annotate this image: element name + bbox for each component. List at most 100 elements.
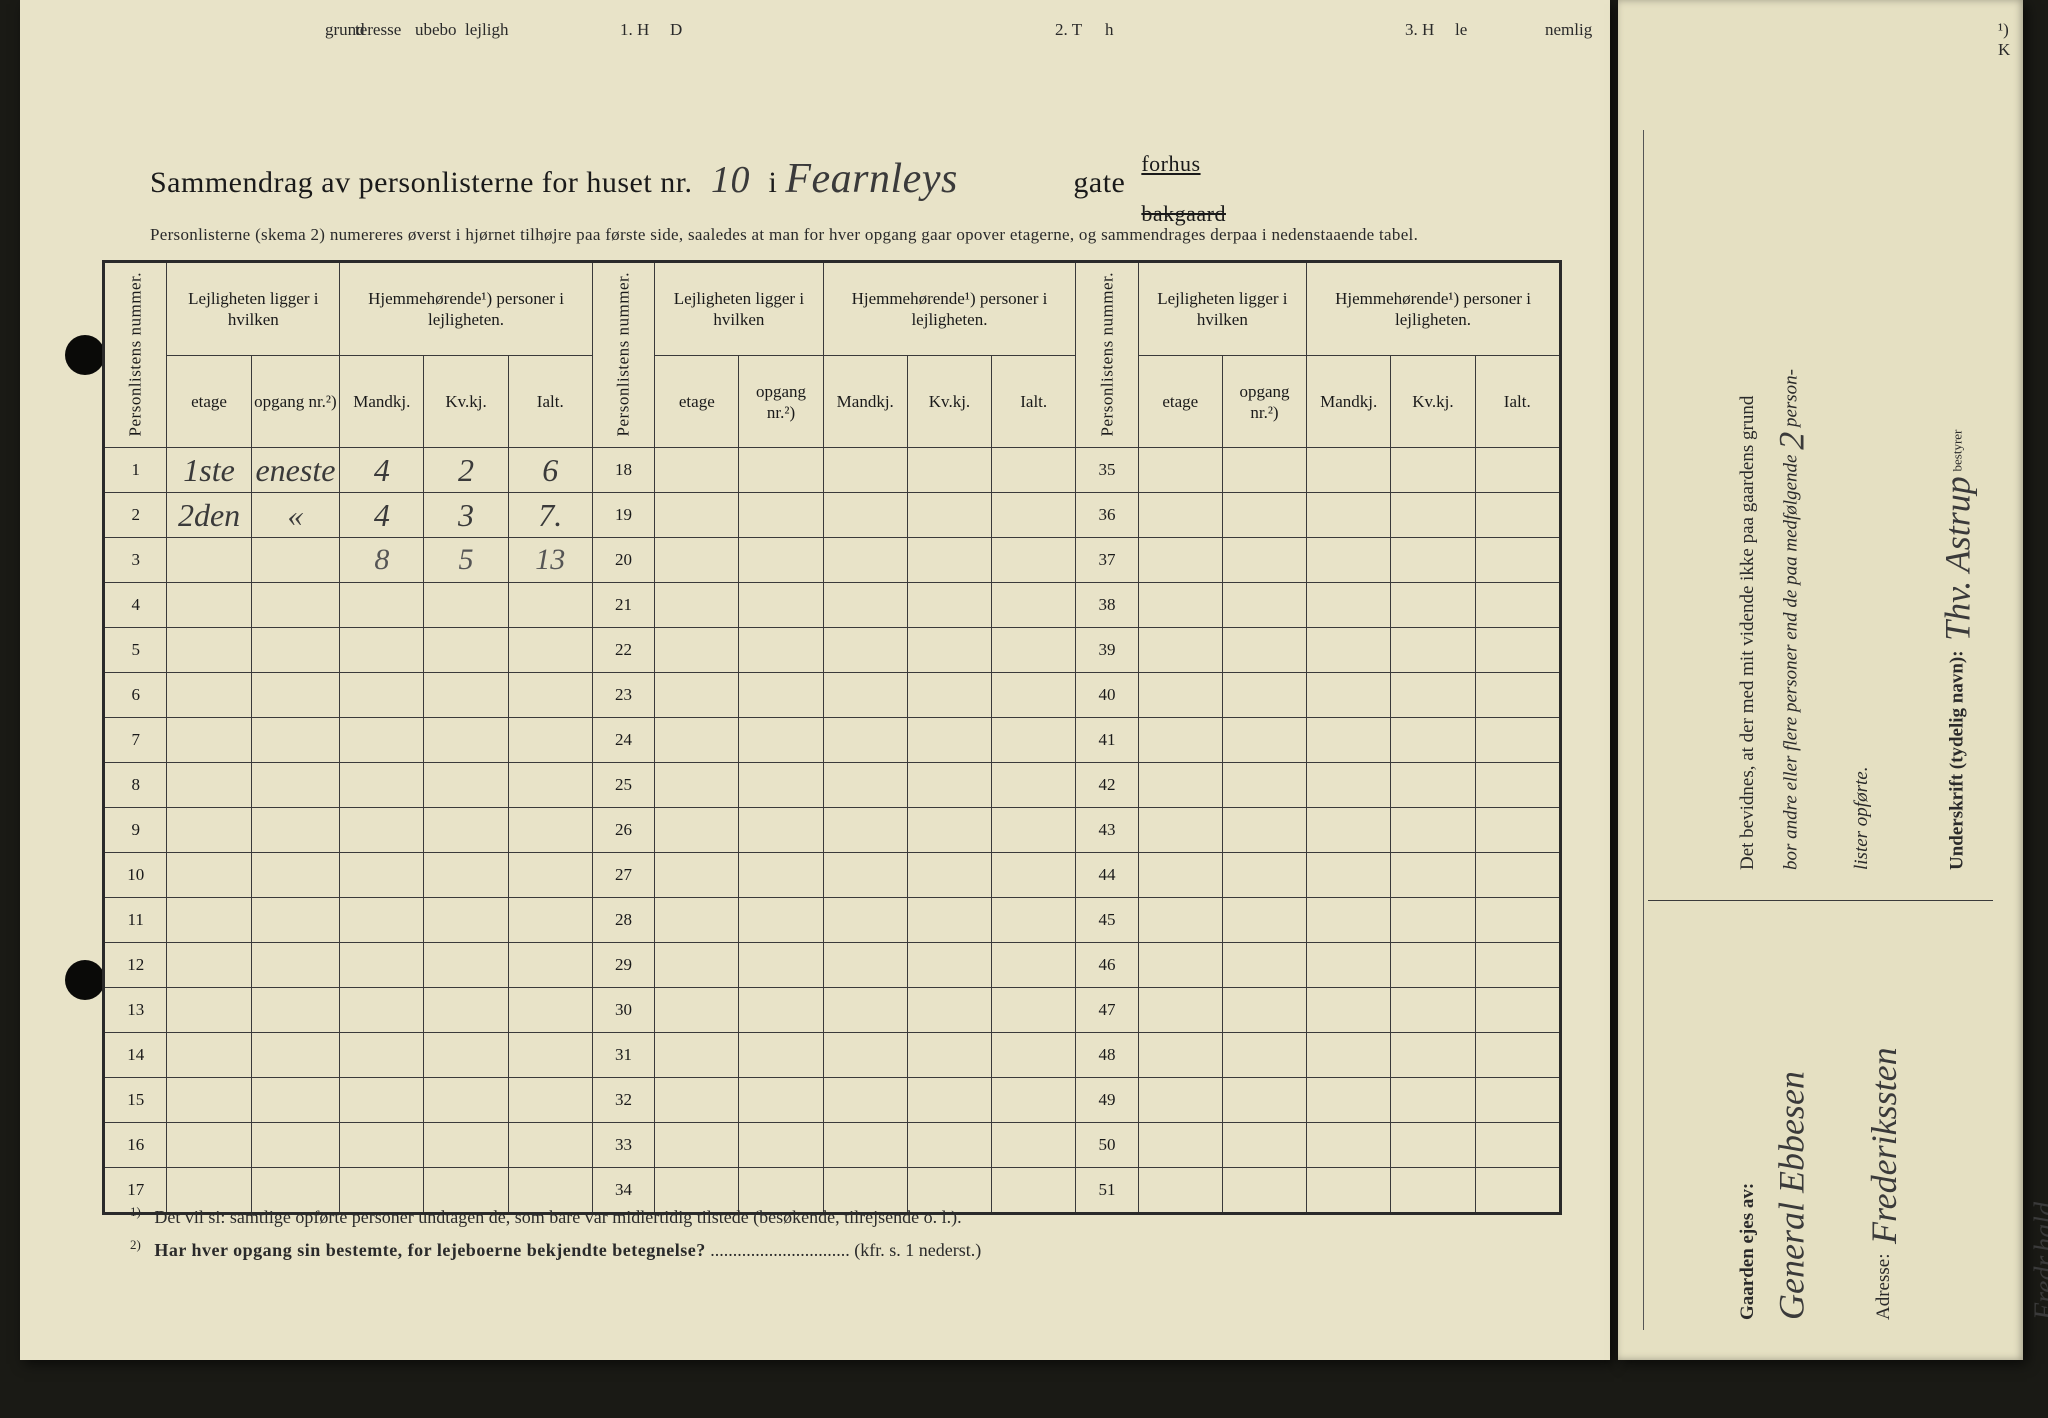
empty-cell	[1307, 853, 1391, 898]
cutoff-fragment: D	[670, 20, 682, 40]
hdr-ialt: Ialt.	[508, 356, 592, 448]
punch-hole	[65, 960, 105, 1000]
cell-mandkj: 8	[340, 538, 424, 583]
empty-cell	[823, 538, 907, 583]
row-num: 15	[104, 1078, 167, 1123]
empty-cell	[1307, 718, 1391, 763]
cell-mandkj: 4	[340, 448, 424, 493]
row-num: 40	[1076, 673, 1138, 718]
empty-cell	[739, 448, 823, 493]
cell-ialt: 6	[508, 448, 592, 493]
empty-cell	[1222, 673, 1306, 718]
cell-kvkj: 2	[424, 448, 508, 493]
cell-ialt	[508, 1123, 592, 1168]
empty-cell	[1391, 493, 1475, 538]
empty-cell	[992, 943, 1076, 988]
row-num: 26	[592, 808, 654, 853]
empty-cell	[823, 943, 907, 988]
cell-mandkj	[340, 898, 424, 943]
right-panel: ¹) K Det bevidnes, at der med mit vidend…	[1618, 0, 2023, 1360]
table-row: 143148	[104, 1033, 1561, 1078]
row-num: 43	[1076, 808, 1138, 853]
hdr-lejligheten: Lejligheten ligger i hvilken	[1138, 262, 1306, 356]
empty-cell	[1475, 718, 1560, 763]
cell-opgang	[251, 1123, 340, 1168]
cell-mandkj	[340, 988, 424, 1033]
hdr-hjemmehorende: Hjemmehørende¹) personer i lejligheten.	[1307, 262, 1561, 356]
cutoff-fragment: 2. T	[1055, 20, 1082, 40]
empty-cell	[1391, 1168, 1475, 1214]
cell-ialt	[508, 673, 592, 718]
empty-cell	[823, 718, 907, 763]
row-num: 13	[104, 988, 167, 1033]
empty-cell	[823, 1033, 907, 1078]
cell-mandkj	[340, 808, 424, 853]
empty-cell	[907, 898, 991, 943]
empty-cell	[1222, 448, 1306, 493]
empty-cell	[1222, 538, 1306, 583]
empty-cell	[739, 763, 823, 808]
empty-cell	[1391, 763, 1475, 808]
hdr-hjemmehorende: Hjemmehørende¹) personer i lejligheten.	[823, 262, 1076, 356]
empty-cell	[739, 988, 823, 1033]
empty-cell	[992, 763, 1076, 808]
empty-cell	[907, 718, 991, 763]
cell-etage	[167, 673, 251, 718]
empty-cell	[1475, 943, 1560, 988]
cell-ialt	[508, 898, 592, 943]
cell-mandkj: 4	[340, 493, 424, 538]
cell-ialt	[508, 583, 592, 628]
empty-cell	[907, 628, 991, 673]
hdr-lejligheten: Lejligheten ligger i hvilken	[167, 262, 340, 356]
hdr-mandkj: Mandkj.	[340, 356, 424, 448]
empty-cell	[992, 718, 1076, 763]
cell-opgang	[251, 763, 340, 808]
cell-opgang	[251, 628, 340, 673]
bakgaard-label: bakgaard	[1141, 201, 1226, 226]
row-num: 48	[1076, 1033, 1138, 1078]
cutoff-fragment: teresse	[355, 20, 401, 40]
census-table: Personlistens nummer. Lejligheten ligger…	[102, 260, 1562, 1215]
row-num: 27	[592, 853, 654, 898]
cell-ialt: 7.	[508, 493, 592, 538]
empty-cell	[823, 1123, 907, 1168]
empty-cell	[1391, 1078, 1475, 1123]
empty-cell	[1222, 943, 1306, 988]
hdr-ialt: Ialt.	[992, 356, 1076, 448]
eies-value: General Ebbesen	[1771, 1071, 1811, 1320]
empty-cell	[1138, 1123, 1222, 1168]
empty-cell	[655, 448, 739, 493]
cell-opgang	[251, 808, 340, 853]
cell-mandkj	[340, 1033, 424, 1078]
row-num: 19	[592, 493, 654, 538]
document-page: grundteresseubebolejligh1. HD2. Th3. Hle…	[20, 0, 1610, 1360]
title-prefix: Sammendrag av personlisterne for huset n…	[150, 166, 693, 199]
punch-hole	[65, 335, 105, 375]
empty-cell	[1307, 1168, 1391, 1214]
hdr-mandkj: Mandkj.	[823, 356, 907, 448]
cell-opgang	[251, 1078, 340, 1123]
empty-cell	[1391, 538, 1475, 583]
footnote-2-text: Har hver opgang sin bestemte, for lejebo…	[154, 1240, 705, 1260]
empty-cell	[1222, 1033, 1306, 1078]
cell-kvkj	[424, 1123, 508, 1168]
forhus-label: forhus	[1141, 151, 1200, 176]
cell-kvkj	[424, 1033, 508, 1078]
empty-cell	[992, 808, 1076, 853]
cell-etage	[167, 1078, 251, 1123]
cell-opgang	[251, 898, 340, 943]
row-num: 12	[104, 943, 167, 988]
empty-cell	[655, 583, 739, 628]
hdr-etage: etage	[655, 356, 739, 448]
cell-kvkj	[424, 943, 508, 988]
cell-etage	[167, 718, 251, 763]
empty-cell	[1391, 1123, 1475, 1168]
cutoff-fragment: 1. H	[620, 20, 649, 40]
table-row: 122946	[104, 943, 1561, 988]
empty-cell	[1475, 988, 1560, 1033]
row-num: 33	[592, 1123, 654, 1168]
row-num: 28	[592, 898, 654, 943]
row-num: 31	[592, 1033, 654, 1078]
table-row: 82542	[104, 763, 1561, 808]
row-num: 5	[104, 628, 167, 673]
